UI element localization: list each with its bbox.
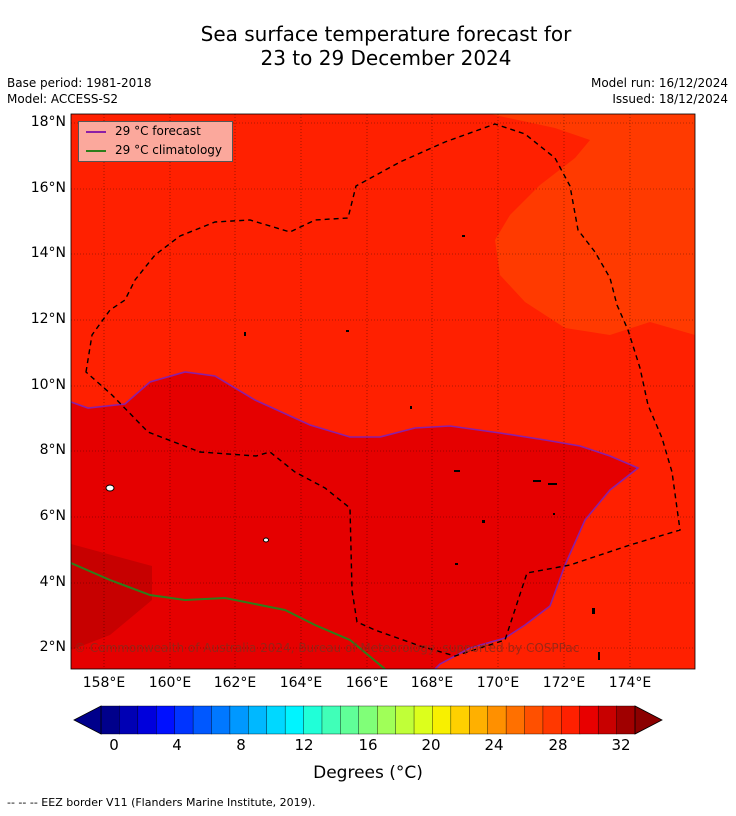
colorbar-cell xyxy=(119,705,139,735)
colorbar-cell xyxy=(432,705,452,735)
lon-label-160e: 160°E xyxy=(148,675,192,691)
colorbar-cell xyxy=(487,705,507,735)
colorbar-cell xyxy=(340,705,360,735)
sst-field-27 xyxy=(490,114,695,335)
colorbar-cell xyxy=(450,705,470,735)
colorbar-cell xyxy=(597,705,618,735)
lat-label-6n: 6°N xyxy=(39,508,66,524)
colorbar-cell xyxy=(358,705,378,735)
colorbar-cell xyxy=(542,705,562,735)
lon-label-174e: 174°E xyxy=(608,675,652,691)
lat-label-12n: 12°N xyxy=(30,311,66,327)
forecast-29c-contour xyxy=(71,371,640,669)
contour-legend: 29 °C forecast 29 °C climatology xyxy=(78,121,233,162)
colorbar-label: Degrees (°C) xyxy=(313,763,423,783)
issued-date: Issued: 18/12/2024 xyxy=(612,92,728,106)
colorbar-tick-4: 4 xyxy=(172,736,182,754)
colorbar-cell xyxy=(192,705,212,735)
colorbar-tick-8: 8 xyxy=(236,736,246,754)
colorbar-max-arrow xyxy=(634,705,663,735)
lat-label-2n: 2°N xyxy=(39,639,66,655)
colorbar-cell xyxy=(303,705,323,735)
legend-forecast: 29 °C forecast xyxy=(79,122,232,141)
eez-border xyxy=(85,123,681,657)
lat-label-18n: 18°N xyxy=(30,114,66,130)
colorbar-tick-16: 16 xyxy=(358,736,378,754)
legend-forecast-label: 29 °C forecast xyxy=(115,124,201,138)
sst-field-29 xyxy=(71,372,638,669)
colorbar-tick-32: 32 xyxy=(611,736,631,754)
model-run: Model run: 16/12/2024 xyxy=(590,76,728,90)
lat-label-16n: 16°N xyxy=(30,180,66,196)
colorbar-cell xyxy=(229,705,249,735)
colorbar-tick-28: 28 xyxy=(548,736,568,754)
legend-climatology-label: 29 °C climatology xyxy=(115,143,223,157)
colorbar-cell xyxy=(211,705,231,735)
lat-label-8n: 8°N xyxy=(39,442,66,458)
chart-title: Sea surface temperature forecast for 23 … xyxy=(0,22,736,70)
colorbar-cell xyxy=(469,705,489,735)
lon-label-166e: 166°E xyxy=(345,675,389,691)
colorbar-cell xyxy=(284,705,305,735)
colorbar-tick-24: 24 xyxy=(484,736,504,754)
colorbar-cell xyxy=(524,705,544,735)
lon-label-164e: 164°E xyxy=(279,675,323,691)
colorbar-cell xyxy=(616,705,636,735)
colorbar-cell xyxy=(561,705,581,735)
colorbar-cell xyxy=(579,705,599,735)
colorbar-min-arrow xyxy=(73,705,102,735)
lat-label-10n: 10°N xyxy=(30,377,66,393)
map-frame xyxy=(70,113,696,670)
title-line-1: Sea surface temperature forecast for xyxy=(200,22,572,46)
lon-label-158e: 158°E xyxy=(82,675,126,691)
title-line-2: 23 to 29 December 2024 xyxy=(260,46,512,70)
legend-climatology-swatch xyxy=(86,150,106,152)
meta-right: Model run: 16/12/2024 Issued: 18/12/2024 xyxy=(591,75,728,107)
lon-label-170e: 170°E xyxy=(476,675,520,691)
colorbar xyxy=(73,705,663,735)
colorbar-cell xyxy=(156,705,176,735)
map-area xyxy=(71,114,695,669)
sst-field-30 xyxy=(71,544,152,650)
copyright-notice: © Commonwealth of Australia 2024, Bureau… xyxy=(74,641,580,655)
model-name: Model: ACCESS-S2 xyxy=(7,92,119,106)
meta-left: Base period: 1981-2018 Model: ACCESS-S2 xyxy=(7,75,152,107)
colorbar-cell xyxy=(413,705,433,735)
climatology-29c-contour xyxy=(71,562,386,669)
colorbar-tick-0: 0 xyxy=(109,736,119,754)
lon-label-168e: 168°E xyxy=(410,675,454,691)
colorbar-cell xyxy=(377,705,397,735)
islands xyxy=(105,235,600,660)
colorbar-cell xyxy=(137,705,157,735)
eez-footnote: -- -- -- EEZ border V11 (Flanders Marine… xyxy=(7,796,316,809)
lat-label-4n: 4°N xyxy=(39,574,66,590)
colorbar-cell xyxy=(505,705,526,735)
colorbar-tick-12: 12 xyxy=(294,736,314,754)
colorbar-cell xyxy=(395,705,415,735)
colorbar-cell xyxy=(321,705,341,735)
colorbar-cell xyxy=(174,705,194,735)
colorbar-cell xyxy=(266,705,286,735)
lon-label-162e: 162°E xyxy=(213,675,257,691)
legend-forecast-swatch xyxy=(86,131,106,133)
lon-label-172e: 172°E xyxy=(542,675,586,691)
lat-label-14n: 14°N xyxy=(30,245,66,261)
legend-climatology: 29 °C climatology xyxy=(79,141,232,160)
colorbar-cell xyxy=(248,705,268,735)
colorbar-cell xyxy=(100,705,120,735)
colorbar-tick-20: 20 xyxy=(421,736,441,754)
base-period: Base period: 1981-2018 xyxy=(7,76,152,90)
